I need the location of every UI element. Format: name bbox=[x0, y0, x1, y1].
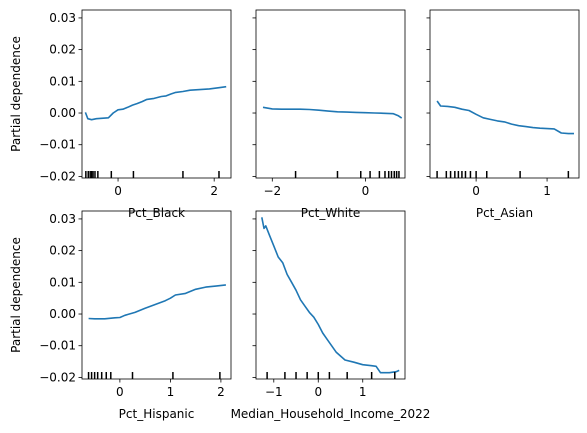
x-axis-label: Median_Household_Income_2022 bbox=[231, 407, 431, 421]
panel-1: 0 2 −0.02 −0.01 0.00 0.01 0.02 0.03 Pct_Black Par… bbox=[9, 10, 231, 220]
pd-line-4 bbox=[89, 285, 226, 319]
x-tick-label: 2 bbox=[210, 184, 218, 198]
x-tick-label: 1 bbox=[359, 385, 367, 399]
pd-line-5 bbox=[262, 217, 399, 372]
x-tick-label: 0 bbox=[314, 385, 322, 399]
panel-3: 0 1 Pct_Asian bbox=[427, 10, 580, 220]
y-tick-label: −0.02 bbox=[39, 370, 76, 384]
y-tick-label: −0.02 bbox=[39, 169, 76, 183]
x-tick-label: 0 bbox=[116, 385, 124, 399]
x-axis-label: Pct_White bbox=[301, 206, 360, 220]
x-axis-label: Pct_Black bbox=[128, 206, 185, 220]
panel-5: −1 0 1 Median_Household_Income_2022 bbox=[231, 211, 431, 421]
axes-frame bbox=[256, 211, 405, 379]
y-tick-label: 0.01 bbox=[49, 275, 76, 289]
y-tick-label: 0.00 bbox=[49, 307, 76, 321]
axes-frame bbox=[82, 10, 231, 178]
x-tick-label: 1 bbox=[543, 184, 551, 198]
x-axis-label: Pct_Asian bbox=[476, 206, 533, 220]
x-axis-label: Pct_Hispanic bbox=[119, 407, 195, 421]
axes-frame bbox=[256, 10, 405, 178]
y-tick-label: 0.02 bbox=[49, 43, 76, 57]
x-tick-label: 0 bbox=[362, 184, 370, 198]
pd-line-1 bbox=[85, 87, 226, 120]
y-tick-label: 0.02 bbox=[49, 244, 76, 258]
pd-line-3 bbox=[437, 101, 574, 134]
x-tick-label: 0 bbox=[472, 184, 480, 198]
y-tick-label: 0.00 bbox=[49, 106, 76, 120]
x-tick-label: 1 bbox=[167, 385, 175, 399]
axes-frame bbox=[82, 211, 231, 379]
x-tick-label: 0 bbox=[114, 184, 122, 198]
y-axis-label: Partial dependence bbox=[9, 237, 23, 353]
x-tick-label: 2 bbox=[217, 385, 225, 399]
x-tick-label: −2 bbox=[263, 184, 281, 198]
x-tick-label: −1 bbox=[265, 385, 283, 399]
y-tick-label: −0.01 bbox=[39, 138, 76, 152]
panel-4: 0 1 2 −0.02 −0.01 0.00 0.01 0.02 0.03 Pct_Hispani… bbox=[9, 211, 231, 421]
y-tick-label: 0.03 bbox=[49, 212, 76, 226]
y-tick-label: −0.01 bbox=[39, 339, 76, 353]
y-axis-label: Partial dependence bbox=[9, 36, 23, 152]
axes-frame bbox=[430, 10, 579, 178]
pd-line-2 bbox=[263, 107, 402, 118]
y-tick-label: 0.01 bbox=[49, 74, 76, 88]
y-tick-label: 0.03 bbox=[49, 11, 76, 25]
